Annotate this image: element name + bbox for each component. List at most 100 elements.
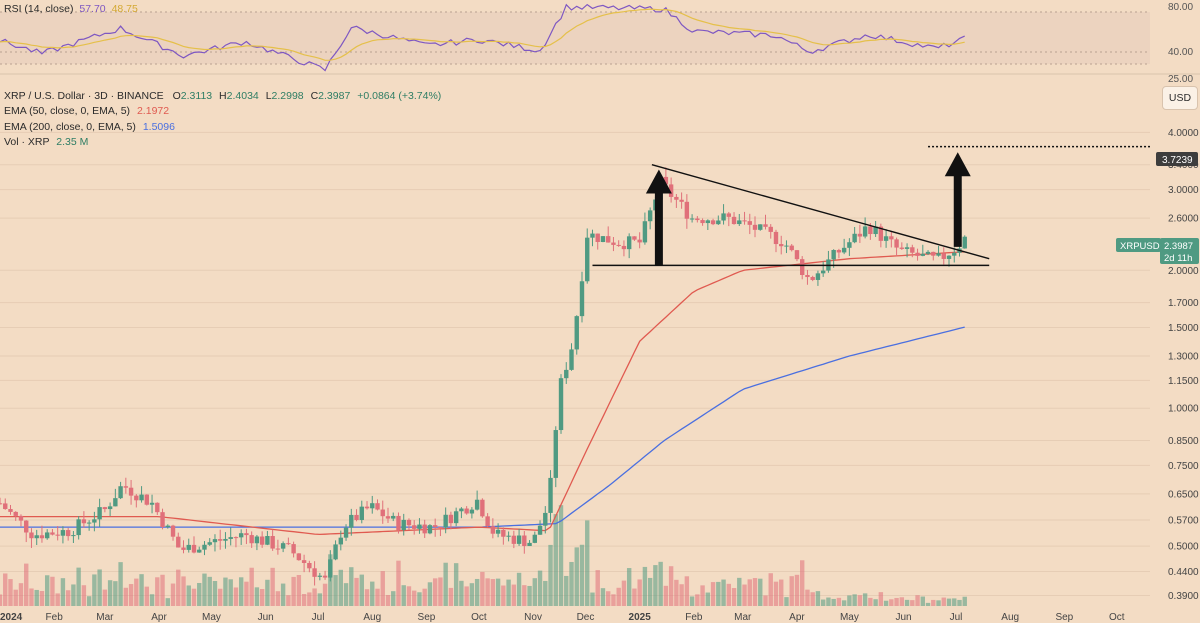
volume-bar bbox=[700, 585, 705, 606]
candle-body bbox=[569, 349, 574, 370]
candle-body bbox=[18, 515, 24, 521]
x-tick-label: Mar bbox=[734, 612, 752, 623]
rsi-axis-label-80: 80.00 bbox=[1168, 2, 1193, 13]
volume-bar bbox=[480, 571, 485, 606]
candle-body bbox=[585, 237, 590, 282]
candle-body bbox=[24, 520, 29, 533]
volume-bar bbox=[207, 576, 212, 606]
volume-bar bbox=[847, 595, 852, 606]
volume-bar bbox=[13, 589, 18, 606]
volume-bar bbox=[637, 579, 642, 606]
volume-bar bbox=[763, 595, 768, 606]
volume-bar bbox=[474, 578, 480, 606]
volume-bar bbox=[254, 587, 260, 606]
candle-body bbox=[92, 519, 97, 523]
volume-bar bbox=[621, 580, 627, 606]
candle-body bbox=[60, 530, 66, 536]
price-axis[interactable]: 4.00003.40003.00002.60002.00001.70001.50… bbox=[1168, 128, 1199, 602]
candle-body bbox=[831, 250, 836, 260]
y-tick-label: 2.0000 bbox=[1168, 266, 1199, 277]
up-arrow[interactable] bbox=[645, 169, 672, 266]
candle-body bbox=[469, 509, 475, 514]
candle-body bbox=[44, 532, 50, 539]
volume-bar bbox=[149, 594, 155, 606]
volume-bar bbox=[422, 588, 427, 606]
volume-bar bbox=[815, 591, 821, 606]
x-tick-label: Dec bbox=[577, 612, 595, 623]
candle-body bbox=[322, 575, 328, 578]
descending-trendline[interactable] bbox=[651, 164, 990, 260]
volume-bar bbox=[81, 585, 87, 606]
open-label: O bbox=[172, 90, 181, 102]
candle-body bbox=[422, 524, 427, 534]
volume-bar bbox=[716, 581, 721, 606]
candle-body bbox=[946, 255, 952, 259]
candle-body bbox=[642, 221, 648, 243]
candle-body bbox=[632, 236, 637, 240]
y-tick-label: 1.5000 bbox=[1168, 323, 1199, 334]
candle-body bbox=[579, 281, 585, 317]
rsi-legend: RSI (14, close) 57.70 48.75 bbox=[4, 3, 138, 15]
volume-bar bbox=[611, 594, 616, 606]
candle-body bbox=[50, 532, 55, 535]
volume-bar bbox=[401, 585, 406, 606]
volume-bar bbox=[228, 579, 233, 606]
volume-bar bbox=[779, 579, 784, 606]
volume-bar bbox=[212, 581, 218, 606]
candle-body bbox=[920, 253, 925, 256]
symbol-tag-text: XRPUSD bbox=[1120, 241, 1160, 252]
y-tick-label: 1.1500 bbox=[1168, 376, 1199, 387]
candle-body bbox=[223, 538, 228, 541]
candle-body bbox=[737, 220, 742, 225]
candles bbox=[0, 167, 967, 586]
candle-body bbox=[244, 533, 249, 536]
candle-body bbox=[338, 537, 344, 545]
ema50-row[interactable]: EMA (50, close, 0, EMA, 5) 2.1972 bbox=[4, 104, 441, 119]
x-tick-label: Aug bbox=[363, 612, 381, 623]
volume-bar bbox=[495, 578, 501, 606]
candle-body bbox=[543, 512, 548, 526]
y-tick-label: 0.6500 bbox=[1168, 489, 1199, 500]
volume-bar bbox=[464, 586, 469, 606]
volume-bar bbox=[721, 579, 726, 606]
candle-body bbox=[758, 224, 763, 230]
open-value: 2.3113 bbox=[180, 90, 213, 102]
volume-bar bbox=[186, 585, 191, 606]
candle-body bbox=[412, 525, 417, 529]
volume-bar bbox=[432, 578, 438, 606]
candle-body bbox=[343, 527, 349, 538]
candle-body bbox=[280, 543, 286, 549]
volume-bar bbox=[459, 580, 464, 606]
volume-bar bbox=[894, 597, 899, 606]
volume-bar bbox=[438, 577, 443, 606]
drawings bbox=[592, 145, 1150, 267]
volume-bar bbox=[962, 596, 967, 606]
candle-body bbox=[941, 253, 946, 259]
rsi-panel: 80.00 40.00 25.00 bbox=[0, 2, 1193, 85]
currency-button[interactable]: USD bbox=[1162, 86, 1198, 110]
candle-body bbox=[380, 509, 385, 517]
candle-body bbox=[899, 247, 905, 249]
candle-body bbox=[889, 236, 894, 240]
volume-bar bbox=[574, 547, 579, 606]
volume-bar bbox=[506, 579, 511, 606]
ema200-row[interactable]: EMA (200, close, 0, EMA, 5) 1.5096 bbox=[4, 120, 441, 135]
candle-body bbox=[710, 220, 716, 225]
candle-body bbox=[663, 176, 669, 185]
volume-bar bbox=[642, 566, 648, 606]
candle-body bbox=[139, 494, 144, 501]
candle-body bbox=[254, 536, 260, 544]
volume-bar bbox=[370, 581, 375, 606]
time-axis[interactable]: 2024 Feb Mar Apr May Jun Jul Aug Sep Oct Nov Dec 202… bbox=[0, 612, 1125, 623]
symbol-line[interactable]: XRP / U.S. Dollar · 3D · BINANCE bbox=[4, 90, 164, 102]
volume-bar bbox=[516, 572, 522, 606]
candle-body bbox=[925, 251, 931, 254]
up-arrow[interactable] bbox=[944, 152, 971, 247]
candle-body bbox=[396, 515, 401, 531]
volume-row[interactable]: Vol · XRP 2.35 M bbox=[4, 135, 441, 150]
volume-bar bbox=[380, 571, 385, 606]
volume-bar bbox=[899, 597, 905, 606]
volume-bar bbox=[731, 588, 737, 606]
candle-body bbox=[647, 210, 653, 222]
